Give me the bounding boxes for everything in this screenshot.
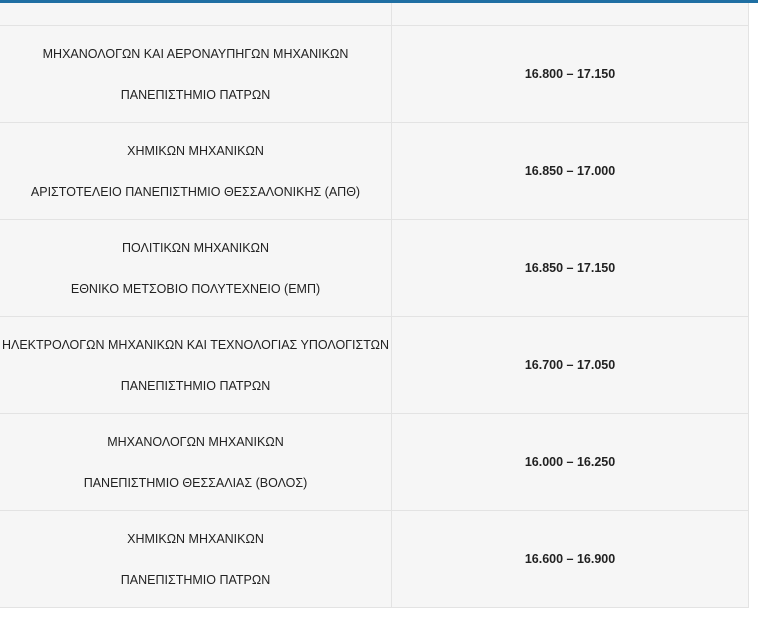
university-name: ΕΘΝΙΚΟ ΜΕΤΣΟΒΙΟ ΠΟΛΥΤΕΧΝΕΙΟ (ΕΜΠ): [70, 281, 321, 296]
table-cell: [391, 3, 749, 26]
department-name: ΠΟΛΙΤΙΚΩΝ ΜΗΧΑΝΙΚΩΝ: [122, 240, 269, 255]
score-range: 16.850 – 17.150: [524, 261, 616, 275]
score-range: 16.700 – 17.050: [524, 358, 616, 372]
table-row: ΧΗΜΙΚΩΝ ΜΗΧΑΝΙΚΩΝ ΑΡΙΣΤΟΤΕΛΕΙΟ ΠΑΝΕΠΙΣΤΗΜ…: [0, 122, 749, 220]
table-row: ΧΗΜΙΚΩΝ ΜΗΧΑΝΙΚΩΝ ΠΑΝΕΠΙΣΤΗΜΙΟ ΠΑΤΡΩΝ 16.6…: [0, 510, 749, 608]
score-range: 16.000 – 16.250: [524, 455, 616, 469]
department-name: ΜΗΧΑΝΟΛΟΓΩΝ ΜΗΧΑΝΙΚΩΝ: [107, 434, 284, 449]
score-range: 16.600 – 16.900: [524, 552, 616, 566]
department-name: ΜΗΧΑΝΟΛΟΓΩΝ ΚΑΙ ΑΕΡΟΝΑΥΠΗΓΩΝ ΜΗΧΑΝΙΚΩΝ: [42, 46, 349, 61]
university-name: ΠΑΝΕΠΙΣΤΗΜΙΟ ΠΑΤΡΩΝ: [120, 572, 271, 587]
table-cell: [0, 3, 392, 26]
department-name: ΧΗΜΙΚΩΝ ΜΗΧΑΝΙΚΩΝ: [127, 143, 264, 158]
department-cell: ΗΛΕΚΤΡΟΛΟΓΩΝ ΜΗΧΑΝΙΚΩΝ ΚΑΙ ΤΕΧΝΟΛΟΓΙΑΣ Υ…: [0, 316, 392, 414]
table-row: ΗΛΕΚΤΡΟΛΟΓΩΝ ΜΗΧΑΝΙΚΩΝ ΚΑΙ ΤΕΧΝΟΛΟΓΙΑΣ Υ…: [0, 316, 749, 414]
department-cell: ΧΗΜΙΚΩΝ ΜΗΧΑΝΙΚΩΝ ΑΡΙΣΤΟΤΕΛΕΙΟ ΠΑΝΕΠΙΣΤΗΜ…: [0, 122, 392, 220]
university-name: ΠΑΝΕΠΙΣΤΗΜΙΟ ΘΕΣΣΑΛΙΑΣ (ΒΟΛΟΣ): [83, 475, 308, 490]
score-range-cell: 16.800 – 17.150: [391, 25, 749, 123]
score-range: 16.800 – 17.150: [524, 67, 616, 81]
score-range: 16.850 – 17.000: [524, 164, 616, 178]
score-range-cell: 16.700 – 17.050: [391, 316, 749, 414]
score-range-cell: 16.000 – 16.250: [391, 413, 749, 511]
university-name: ΑΡΙΣΤΟΤΕΛΕΙΟ ΠΑΝΕΠΙΣΤΗΜΙΟ ΘΕΣΣΑΛΟΝΙΚΗΣ (…: [30, 184, 361, 199]
department-cell: ΠΟΛΙΤΙΚΩΝ ΜΗΧΑΝΙΚΩΝ ΕΘΝΙΚΟ ΜΕΤΣΟΒΙΟ ΠΟΛΥΤ…: [0, 219, 392, 317]
department-cell: ΜΗΧΑΝΟΛΟΓΩΝ ΜΗΧΑΝΙΚΩΝ ΠΑΝΕΠΙΣΤΗΜΙΟ ΘΕΣΣΑΛ…: [0, 413, 392, 511]
table-row: ΜΗΧΑΝΟΛΟΓΩΝ ΜΗΧΑΝΙΚΩΝ ΠΑΝΕΠΙΣΤΗΜΙΟ ΘΕΣΣΑΛ…: [0, 413, 749, 511]
table-row: ΠΟΛΙΤΙΚΩΝ ΜΗΧΑΝΙΚΩΝ ΕΘΝΙΚΟ ΜΕΤΣΟΒΙΟ ΠΟΛΥΤ…: [0, 219, 749, 317]
table-row-partial: [0, 3, 749, 26]
table-row: ΜΗΧΑΝΟΛΟΓΩΝ ΚΑΙ ΑΕΡΟΝΑΥΠΗΓΩΝ ΜΗΧΑΝΙΚΩΝ ΠΑ…: [0, 25, 749, 123]
top-accent-bar: [0, 0, 758, 3]
score-range-cell: 16.850 – 17.150: [391, 219, 749, 317]
admission-scores-table: ΜΗΧΑΝΟΛΟΓΩΝ ΚΑΙ ΑΕΡΟΝΑΥΠΗΓΩΝ ΜΗΧΑΝΙΚΩΝ ΠΑ…: [0, 3, 749, 608]
department-name: ΧΗΜΙΚΩΝ ΜΗΧΑΝΙΚΩΝ: [127, 531, 264, 546]
university-name: ΠΑΝΕΠΙΣΤΗΜΙΟ ΠΑΤΡΩΝ: [120, 87, 271, 102]
score-range-cell: 16.600 – 16.900: [391, 510, 749, 608]
score-range-cell: 16.850 – 17.000: [391, 122, 749, 220]
department-cell: ΜΗΧΑΝΟΛΟΓΩΝ ΚΑΙ ΑΕΡΟΝΑΥΠΗΓΩΝ ΜΗΧΑΝΙΚΩΝ ΠΑ…: [0, 25, 392, 123]
department-name: ΗΛΕΚΤΡΟΛΟΓΩΝ ΜΗΧΑΝΙΚΩΝ ΚΑΙ ΤΕΧΝΟΛΟΓΙΑΣ Υ…: [1, 337, 390, 352]
department-cell: ΧΗΜΙΚΩΝ ΜΗΧΑΝΙΚΩΝ ΠΑΝΕΠΙΣΤΗΜΙΟ ΠΑΤΡΩΝ: [0, 510, 392, 608]
university-name: ΠΑΝΕΠΙΣΤΗΜΙΟ ΠΑΤΡΩΝ: [120, 378, 271, 393]
